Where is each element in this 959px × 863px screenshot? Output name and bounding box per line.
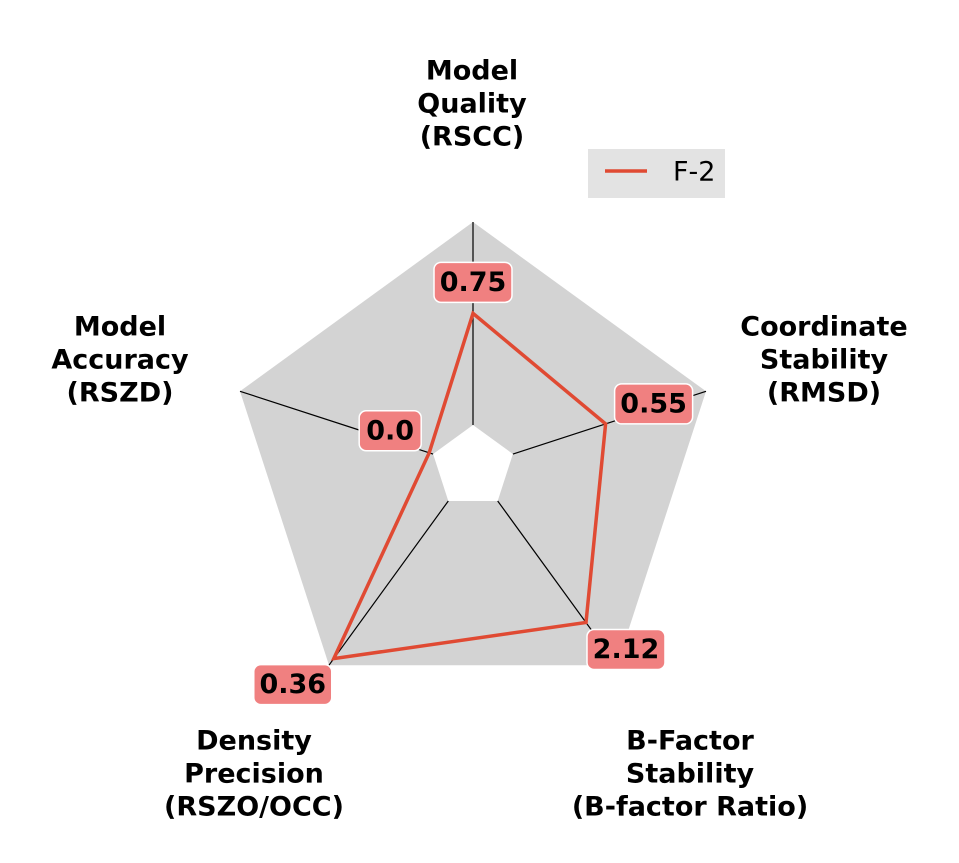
axis-label: (RMSD) <box>767 378 881 409</box>
legend-box <box>588 149 725 198</box>
axis-label: Accuracy <box>51 345 189 376</box>
value-label: 0.55 <box>620 388 687 419</box>
axis-label: Precision <box>184 759 324 790</box>
value-label-box <box>433 261 513 304</box>
series-line-F-2 <box>330 310 608 661</box>
axis-label: (RSZD) <box>67 378 174 409</box>
value-label-box <box>253 663 333 706</box>
axis-spoke <box>328 500 449 666</box>
value-label-box <box>358 410 422 452</box>
radar-background <box>240 222 706 666</box>
value-label: 2.12 <box>593 634 660 665</box>
axis-label: Model <box>74 312 166 343</box>
axis-label: Quality <box>417 89 527 120</box>
axis-label: B-Factor <box>626 726 754 757</box>
value-label: 0.0 <box>366 415 414 446</box>
axis-label: Stability <box>760 345 889 376</box>
value-label-box <box>613 383 694 425</box>
axis-label: (RSCC) <box>420 122 525 153</box>
axis-label: (RSZO/OCC) <box>164 792 344 823</box>
axis-label: Density <box>196 726 312 757</box>
value-label: 0.36 <box>259 669 326 700</box>
axis-label: Stability <box>626 759 755 790</box>
value-label-box <box>586 628 666 671</box>
axis-label: Model <box>426 56 518 87</box>
axis-label: Coordinate <box>740 312 907 343</box>
value-label: 0.75 <box>440 267 507 298</box>
axis-label: (B-factor Ratio) <box>572 792 808 823</box>
legend-label: F-2 <box>673 157 715 188</box>
